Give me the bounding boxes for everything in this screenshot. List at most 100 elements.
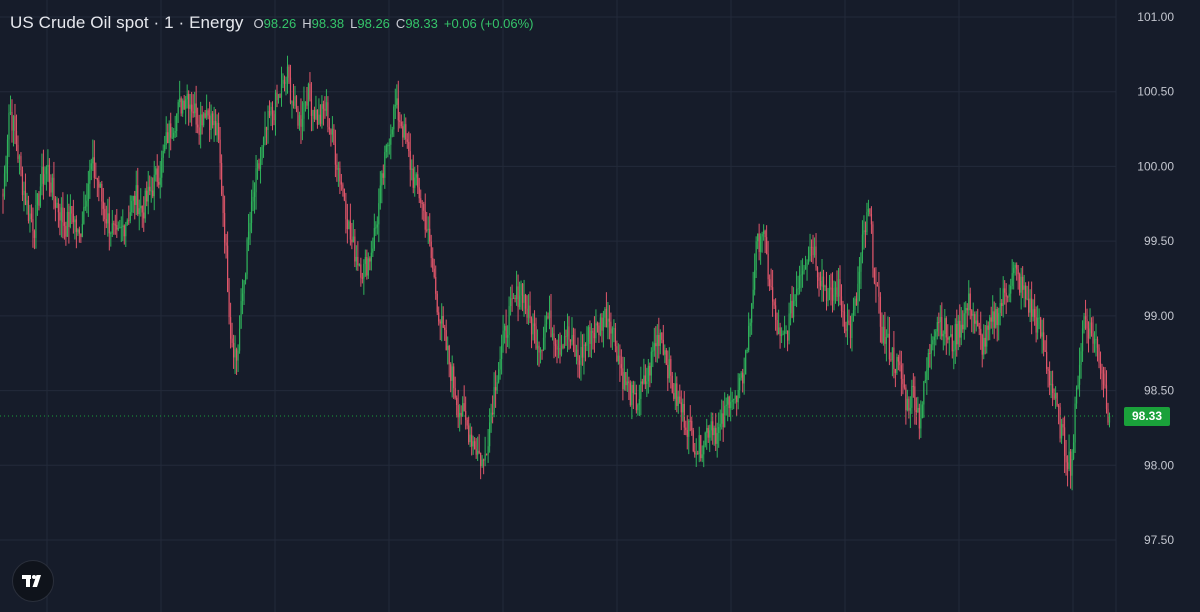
- candle-body: [679, 396, 681, 403]
- candle-body: [147, 186, 149, 202]
- candle-body: [277, 94, 280, 101]
- candle-body: [1074, 403, 1076, 443]
- candle-body: [508, 306, 510, 336]
- candle-body: [703, 445, 705, 455]
- candle-body: [1087, 328, 1090, 339]
- candle-body: [14, 116, 16, 131]
- candle-body: [745, 350, 747, 375]
- candle-body: [412, 168, 414, 188]
- candle-body: [568, 326, 570, 340]
- candle-body: [716, 433, 718, 444]
- candle-body: [370, 252, 372, 262]
- candle-body: [727, 396, 729, 405]
- candle-body: [996, 308, 998, 326]
- y-tick-label: 101.00: [1137, 10, 1174, 24]
- candle-body: [682, 403, 684, 413]
- candle-body: [1081, 328, 1084, 352]
- candle-body: [1038, 317, 1040, 319]
- candle-body: [698, 435, 700, 455]
- candle-body: [183, 100, 185, 109]
- candle-body: [273, 113, 275, 121]
- candle-body: [87, 183, 89, 201]
- candle-body: [271, 106, 274, 114]
- candle-body: [527, 305, 530, 318]
- candle-body: [403, 124, 405, 138]
- candle-body: [355, 256, 357, 262]
- candle-body: [824, 285, 826, 288]
- tradingview-logo[interactable]: [12, 560, 54, 602]
- candle-body: [523, 294, 525, 303]
- candle-body: [36, 193, 39, 205]
- candle-body: [748, 325, 750, 351]
- candle-body: [980, 328, 982, 336]
- candle-body: [41, 166, 43, 187]
- candle-body: [93, 157, 95, 178]
- candle-body: [24, 190, 27, 205]
- candle-body: [427, 228, 429, 230]
- candle-body: [32, 219, 34, 231]
- candle-body: [692, 430, 694, 452]
- candle-body: [243, 280, 245, 294]
- candle-body: [599, 317, 602, 336]
- candle-body: [887, 333, 889, 338]
- candle-body: [721, 413, 723, 424]
- candle-body: [235, 349, 238, 361]
- candle-body: [920, 418, 922, 429]
- candle-body: [59, 212, 61, 221]
- candle-body: [854, 298, 856, 310]
- candle-body: [364, 256, 366, 264]
- candle-body: [114, 224, 116, 226]
- candle-body: [1029, 298, 1031, 313]
- candle-body: [938, 322, 940, 324]
- candle-body: [484, 454, 486, 461]
- candle-body: [649, 365, 651, 376]
- candle-body: [1099, 363, 1102, 370]
- candle-body: [1104, 384, 1106, 386]
- candle-body: [616, 346, 618, 362]
- candle-body: [255, 168, 257, 193]
- candle-body: [761, 233, 763, 237]
- candle-body: [1078, 364, 1081, 385]
- candle-body: [772, 287, 774, 302]
- candle-body: [216, 122, 218, 136]
- candle-body: [80, 233, 82, 237]
- candle-body: [340, 181, 342, 185]
- candle-body: [929, 353, 931, 355]
- candle-body: [438, 312, 440, 322]
- candle-body: [1032, 309, 1034, 317]
- candle-body: [209, 115, 211, 131]
- candle-body: [286, 66, 289, 82]
- candle-body: [595, 323, 597, 339]
- candle-body: [475, 449, 477, 455]
- candle-body: [250, 201, 253, 223]
- candle-body: [168, 123, 170, 144]
- candle-body: [915, 410, 917, 413]
- symbol-title[interactable]: US Crude Oil spot · 1 · Energy: [10, 13, 244, 32]
- candle-body: [815, 246, 817, 268]
- candle-body: [2, 193, 4, 197]
- candle-body: [436, 293, 438, 313]
- candle-body: [45, 167, 48, 175]
- candle-body: [592, 330, 594, 333]
- candle-body: [580, 347, 582, 365]
- candle-body: [414, 177, 416, 188]
- candle-body: [83, 207, 85, 224]
- candle-body: [86, 200, 88, 207]
- candle-body: [879, 296, 882, 327]
- candle-body: [75, 219, 77, 232]
- candle-body: [701, 454, 703, 459]
- candle-body: [226, 245, 229, 292]
- candle-body: [553, 333, 555, 345]
- candle-body: [638, 398, 640, 405]
- candle-body: [932, 340, 934, 345]
- candle-body: [1040, 317, 1042, 337]
- high-value: 98.38: [311, 16, 345, 31]
- candle-body: [646, 381, 648, 385]
- candle-body: [947, 337, 949, 340]
- candle-body: [819, 281, 822, 287]
- candle-body: [1072, 442, 1075, 459]
- y-tick-label: 98.50: [1144, 384, 1174, 398]
- candle-body: [441, 315, 443, 324]
